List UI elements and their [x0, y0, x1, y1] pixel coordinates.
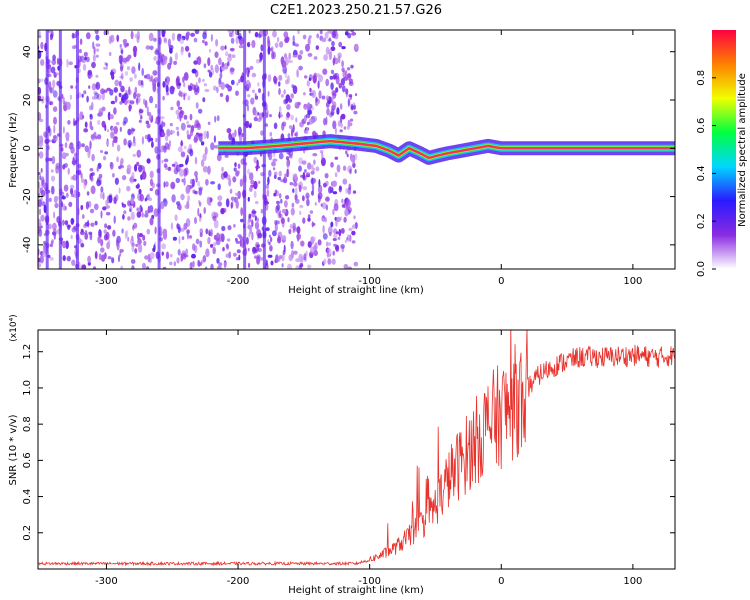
spectrogram-y-ticks: -40 -20 0 20 40	[22, 45, 675, 253]
y-tick-label: -40	[22, 237, 33, 253]
colorbar: 0.0 0.2 0.4 0.6 0.8 Normalized spectral ampl…	[696, 30, 748, 277]
x-tick-label: 100	[623, 576, 642, 587]
colorbar-tick-label: 0.4	[696, 165, 707, 181]
spectrogram-x-label: Height of straight line (km)	[288, 285, 424, 296]
spectrogram-x-ticks: -300 -200 -100 0 100	[95, 30, 642, 287]
x-tick-label: 0	[498, 576, 504, 587]
colorbar-tick-label: 0.0	[696, 261, 707, 277]
y-tick-label: 0.6	[22, 452, 33, 468]
heatmap-cells	[38, 30, 675, 269]
y-tick-label: 40	[22, 45, 33, 58]
snr-y-ticks: 0.2 0.4 0.6 0.8 1.0 1.2	[22, 344, 675, 541]
colorbar-tick-label: 0.6	[696, 118, 707, 134]
x-tick-label: 100	[623, 276, 642, 287]
snr-panel: -300 -200 -100 0 100 0.2 0.4 0.6 0.8 1.0 1.2 Heig…	[8, 314, 676, 596]
x-tick-label: -100	[358, 276, 381, 287]
y-tick-label: 20	[22, 94, 33, 107]
snr-y-label: SNR (10 * v/v)	[8, 414, 19, 485]
spectrogram-frame	[37, 29, 676, 270]
y-tick-label: -20	[22, 188, 33, 204]
colorbar-tick-label: 0.8	[696, 70, 707, 86]
x-tick-label: -200	[227, 576, 250, 587]
spectrogram-y-label: Frequency (Hz)	[8, 112, 19, 188]
snr-series-line	[38, 330, 675, 567]
y-tick-label: 1.0	[22, 380, 33, 396]
x-tick-label: -100	[358, 576, 381, 587]
colorbar-ticks: 0.0 0.2 0.4 0.6 0.8	[696, 70, 716, 277]
snr-scale-label: (x10⁴)	[9, 314, 19, 341]
y-tick-label: 0.4	[22, 489, 33, 505]
snr-frame	[37, 329, 676, 570]
y-tick-label: 1.2	[22, 344, 33, 360]
colorbar-tick-label: 0.2	[696, 213, 707, 229]
x-tick-label: -200	[227, 276, 250, 287]
colorbar-gradient	[712, 30, 736, 269]
y-tick-label: 0.2	[22, 525, 33, 541]
y-tick-label: 0	[22, 145, 33, 151]
snr-x-label: Height of straight line (km)	[288, 585, 424, 596]
x-tick-label: 0	[498, 276, 504, 287]
colorbar-label: Normalized spectral amplitude	[737, 73, 748, 227]
x-tick-label: -300	[95, 576, 118, 587]
x-tick-label: -300	[95, 276, 118, 287]
y-tick-label: 0.8	[22, 416, 33, 432]
figure-title: C2E1.2023.250.21.57.G26	[270, 3, 442, 18]
snr-x-ticks: -300 -200 -100 0 100	[95, 330, 642, 587]
ridge-line	[218, 139, 675, 160]
